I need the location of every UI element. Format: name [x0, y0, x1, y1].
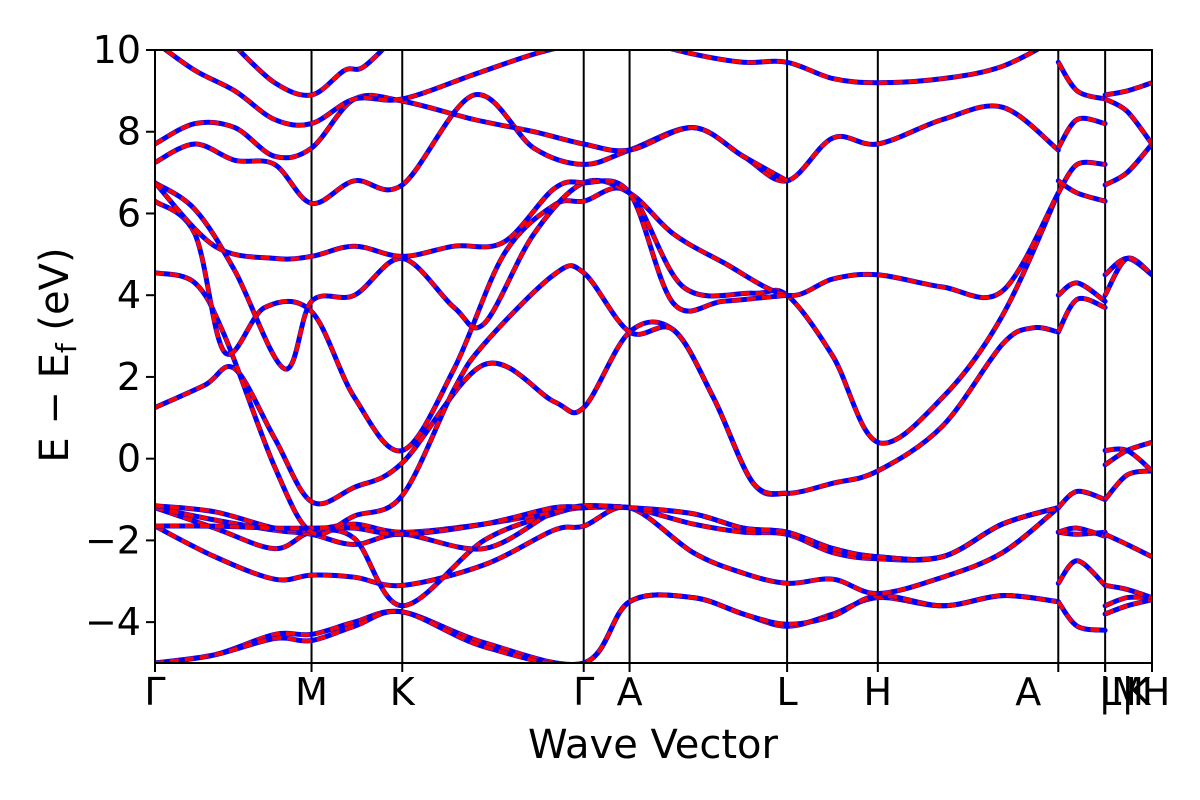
band-line-red-31 — [1104, 532, 1152, 559]
band-line-red-30 — [1104, 583, 1152, 600]
bands-layer — [155, 50, 1152, 663]
band-line-red-20 — [1056, 489, 1106, 510]
x-tick-label: L| — [1100, 670, 1134, 715]
band-line-blue-14 — [161, 50, 560, 128]
band-line-red-26 — [1056, 116, 1106, 150]
band-line-red-39 — [1104, 80, 1152, 97]
y-tick-label: −2 — [85, 518, 141, 562]
band-line-red-9 — [155, 185, 1061, 453]
band-line-blue-2 — [155, 504, 1061, 597]
band-line-red-37 — [1104, 142, 1152, 187]
band-line-red-6 — [155, 504, 584, 537]
band-line-red-1 — [155, 592, 1059, 663]
band-line-red-18 — [1056, 558, 1107, 587]
band-line-red-36 — [1103, 256, 1152, 297]
band-line-red-15 — [236, 50, 386, 98]
band-line-red-34 — [1103, 440, 1152, 467]
x-axis-title: Wave Vector — [528, 722, 779, 768]
band-line-red-10 — [155, 178, 1061, 371]
x-tick-label: M — [295, 670, 328, 714]
x-tick-label: Γ — [573, 670, 594, 714]
x-tick-label: Γ — [144, 670, 165, 714]
x-tick-label: H — [864, 670, 893, 714]
band-line-red-16 — [668, 50, 1041, 85]
band-line-red-11 — [155, 178, 788, 314]
y-tick-label: 4 — [117, 273, 141, 317]
y-tick-label: 6 — [117, 191, 141, 235]
x-tick-label: |M — [1098, 670, 1144, 715]
band-line-red-23 — [1057, 280, 1107, 303]
plot-frame — [154, 49, 1153, 664]
band-line-red-5 — [155, 503, 1059, 562]
band-line-red-32 — [1103, 468, 1152, 501]
y-axis: 10 8 6 4 2 0 −2 −4 — [85, 28, 1153, 664]
x-tick-label: K — [1126, 670, 1152, 714]
band-line-red-29 — [1104, 597, 1152, 616]
x-tick-label: H — [1142, 670, 1171, 714]
band-line-red-38 — [1104, 97, 1152, 146]
band-line-red-27 — [1057, 179, 1106, 204]
y-tick-label: 8 — [117, 110, 141, 154]
x-tick-label: A — [1015, 670, 1041, 714]
band-line-red-25 — [1056, 61, 1106, 101]
y-tick-label: −4 — [85, 600, 141, 644]
x-tick-label: K — [390, 670, 416, 714]
band-line-red-12 — [155, 92, 1060, 206]
band-line-red-22 — [1056, 296, 1106, 333]
band-line-red-21 — [1057, 526, 1106, 539]
y-tick-label: 10 — [93, 28, 141, 72]
x-axis: Γ M K Γ A L H A |ML|KH — [144, 663, 1170, 715]
y-axis-title-main: E − E — [32, 353, 78, 463]
y-tick-label: 0 — [117, 437, 141, 481]
y-axis-title: E − Ef (eV) — [32, 247, 83, 462]
band-line-red-28 — [1104, 595, 1152, 608]
x-tick-label: A — [617, 670, 643, 714]
x-tick-label: L — [777, 670, 798, 714]
band-line-red-8 — [155, 263, 788, 537]
band-line-red-7 — [155, 319, 1059, 506]
band-line-red-17 — [1056, 600, 1106, 633]
y-tick-label: 2 — [117, 355, 141, 399]
y-axis-title-unit: (eV) — [32, 247, 78, 343]
y-axis-title-subscript: f — [50, 342, 83, 353]
band-line-red-13 — [155, 93, 789, 183]
